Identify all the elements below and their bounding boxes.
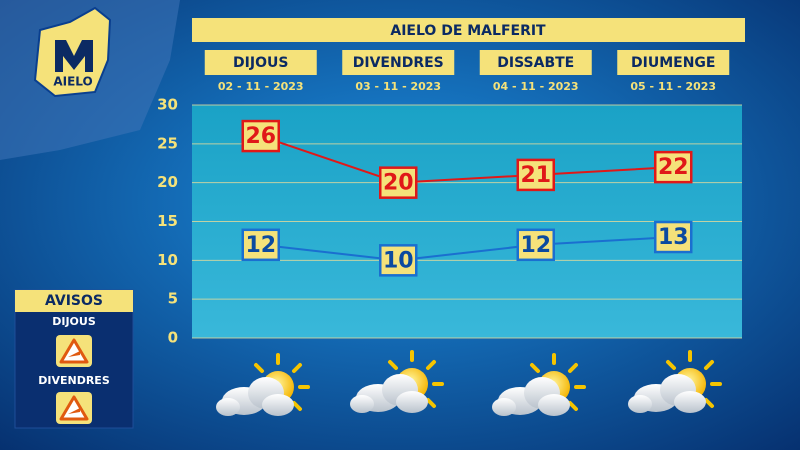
value-box bbox=[654, 150, 693, 184]
value-box bbox=[516, 158, 555, 192]
day-header-box bbox=[479, 50, 592, 75]
warning-day: DIVENDRES bbox=[38, 374, 110, 387]
day-header-box bbox=[204, 50, 317, 75]
y-tick-label: 25 bbox=[157, 134, 178, 152]
temperature-line bbox=[260, 135, 674, 184]
value-label: 26 bbox=[245, 124, 276, 149]
warning-icon bbox=[54, 390, 94, 426]
value-label: 12 bbox=[520, 233, 551, 258]
day-header-box bbox=[342, 50, 455, 75]
warnings-panel: AVISOS DIJOUS DIVENDRES bbox=[14, 289, 134, 429]
value-box bbox=[241, 119, 280, 153]
value-box bbox=[516, 228, 555, 262]
chart-title: AIELO DE MALFERIT bbox=[390, 23, 546, 39]
y-tick-label: 0 bbox=[168, 329, 178, 347]
value-label: 22 bbox=[658, 155, 689, 180]
logo: AIELO bbox=[33, 6, 112, 98]
y-tick-label: 20 bbox=[157, 173, 178, 191]
temperature-line bbox=[260, 236, 674, 262]
warnings-title: AVISOS bbox=[45, 293, 103, 309]
value-label: 21 bbox=[520, 163, 551, 188]
day-label: DIJOUS bbox=[233, 55, 288, 71]
date-label: 04 - 11 - 2023 bbox=[493, 80, 579, 93]
title-bar bbox=[192, 18, 745, 42]
y-tick-label: 10 bbox=[157, 251, 178, 269]
value-box bbox=[379, 166, 418, 199]
value-label: 13 bbox=[658, 225, 689, 250]
value-label: 20 bbox=[383, 171, 414, 196]
warning-day: DIJOUS bbox=[52, 315, 96, 328]
value-label: 10 bbox=[383, 248, 414, 273]
y-tick-label: 30 bbox=[157, 96, 178, 114]
date-label: 03 - 11 - 2023 bbox=[355, 80, 441, 93]
value-box bbox=[241, 228, 280, 262]
warning-icon bbox=[54, 333, 94, 369]
value-label: 12 bbox=[245, 233, 276, 258]
day-header-box bbox=[617, 50, 730, 75]
day-label: DISSABTE bbox=[497, 55, 574, 71]
value-box bbox=[379, 244, 418, 277]
y-tick-label: 5 bbox=[168, 290, 178, 308]
value-box bbox=[654, 220, 693, 254]
date-label: 05 - 11 - 2023 bbox=[630, 80, 716, 93]
day-label: DIVENDRES bbox=[353, 55, 444, 71]
logo-text: AIELO bbox=[53, 75, 92, 89]
y-tick-label: 15 bbox=[157, 212, 178, 230]
warnings-header bbox=[15, 290, 133, 312]
date-label: 02 - 11 - 2023 bbox=[218, 80, 304, 93]
day-label: DIUMENGE bbox=[631, 55, 715, 71]
